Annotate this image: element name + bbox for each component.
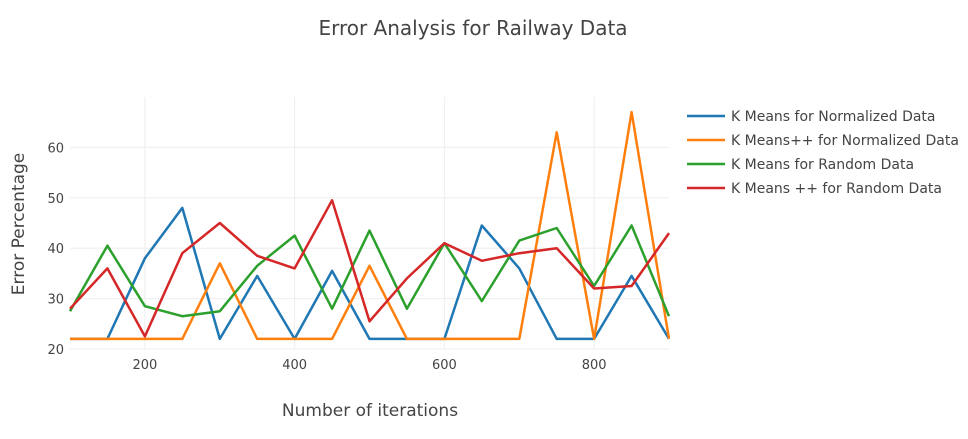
legend-item-3[interactable]: K Means ++ for Random Data [687, 181, 942, 197]
series-line-1 [70, 110, 671, 341]
y-tick-label: 60 [47, 141, 64, 156]
legend-label: K Means ++ for Random Data [731, 181, 942, 197]
chart-title: Error Analysis for Railway Data [318, 16, 627, 40]
x-tick-label: 200 [132, 358, 157, 373]
y-tick-label: 30 [47, 293, 64, 308]
x-tick-label: 800 [582, 358, 607, 373]
y-tick-label: 20 [47, 343, 64, 358]
x-tick-label: 600 [432, 358, 457, 373]
y-tick-label: 50 [47, 192, 64, 207]
series-line-0 [70, 206, 671, 341]
legend-item-0[interactable]: K Means for Normalized Data [687, 109, 936, 125]
grid [70, 97, 669, 350]
legend-label: K Means for Random Data [731, 157, 914, 173]
y-axis-ticks: 20 30 40 50 60 [47, 141, 64, 358]
y-axis-title: Error Percentage [9, 153, 29, 295]
series-line-3 [69, 199, 671, 338]
legend-label: K Means++ for Normalized Data [731, 133, 959, 149]
legend-item-2[interactable]: K Means for Random Data [687, 157, 914, 173]
y-tick-label: 40 [47, 242, 64, 257]
legend-item-1[interactable]: K Means++ for Normalized Data [687, 133, 959, 149]
plot-area [68, 110, 671, 341]
legend[interactable]: K Means for Normalized Data K Means++ for… [687, 109, 959, 197]
series-line-2 [68, 224, 671, 318]
x-tick-label: 400 [282, 358, 307, 373]
x-axis-ticks: 200 400 600 800 [132, 358, 606, 373]
legend-label: K Means for Normalized Data [731, 109, 936, 125]
x-axis-title: Number of iterations [282, 401, 458, 421]
